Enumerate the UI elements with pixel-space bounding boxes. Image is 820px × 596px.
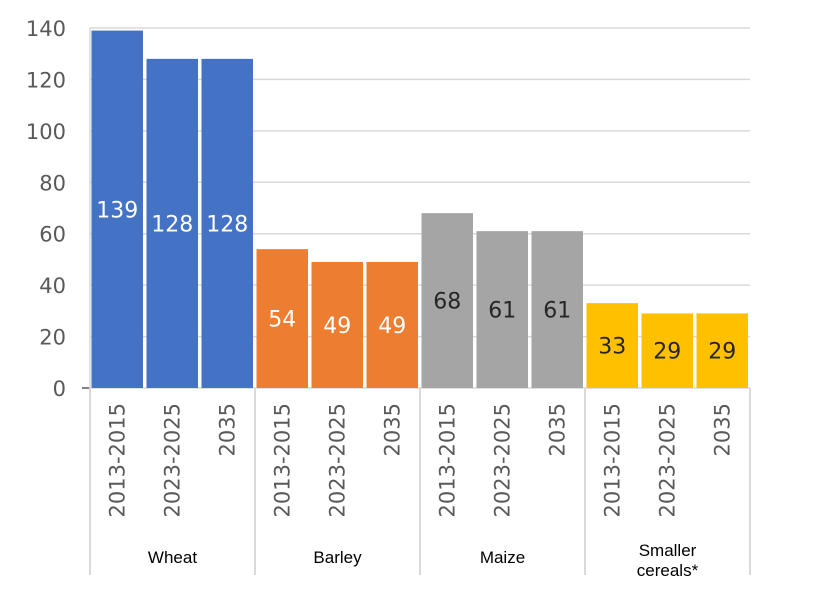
group-label-line: cereals* — [637, 561, 699, 580]
data-label: 29 — [708, 340, 736, 365]
data-label: 61 — [488, 299, 516, 324]
category-label: 2023-2025 — [160, 403, 184, 517]
y-tick-label: 120 — [26, 68, 66, 92]
category-label: 2035 — [215, 403, 239, 456]
bar — [476, 231, 528, 388]
bar — [146, 58, 198, 388]
bar — [421, 213, 473, 388]
bar — [256, 249, 308, 388]
group-label: Maize — [480, 548, 525, 567]
data-label: 49 — [323, 314, 351, 339]
group-label: Wheat — [148, 548, 197, 567]
category-label: 2023-2025 — [655, 403, 679, 517]
data-label: 49 — [378, 314, 406, 339]
bar — [641, 313, 693, 388]
group-label-line: Smaller — [639, 541, 697, 560]
bar — [201, 58, 253, 388]
category-label: 2013-2015 — [270, 403, 294, 517]
y-tick-label: 40 — [39, 274, 66, 298]
data-label: 54 — [268, 308, 296, 333]
bar — [586, 303, 638, 388]
y-tick-label: 140 — [26, 17, 66, 41]
y-tick-label: 60 — [39, 223, 66, 247]
bar — [531, 231, 583, 388]
category-label: 2035 — [545, 403, 569, 456]
category-label: 2023-2025 — [325, 403, 349, 517]
bar — [696, 313, 748, 388]
y-tick-label: 20 — [39, 326, 66, 350]
group-label: Smaller cereals* — [637, 541, 699, 580]
data-label: 33 — [598, 335, 626, 360]
y-tick-label: 100 — [26, 120, 66, 144]
data-label: 128 — [206, 212, 248, 237]
category-label: 2013-2015 — [105, 403, 129, 517]
data-label: 68 — [433, 290, 461, 315]
data-label: 29 — [653, 340, 681, 365]
category-label: 2013-2015 — [600, 403, 624, 517]
data-label: 128 — [151, 212, 193, 237]
category-label: 2023-2025 — [490, 403, 514, 517]
category-label: 2013-2015 — [435, 403, 459, 517]
group-label: Barley — [313, 548, 362, 567]
data-label: 139 — [96, 198, 138, 223]
data-label: 61 — [543, 299, 571, 324]
y-tick-label: 80 — [39, 171, 66, 195]
category-label: 2035 — [710, 403, 734, 456]
category-label: 2035 — [380, 403, 404, 456]
bar — [366, 262, 418, 388]
y-tick-label: 0 — [53, 377, 66, 401]
bar — [91, 30, 143, 388]
bar — [311, 262, 363, 388]
